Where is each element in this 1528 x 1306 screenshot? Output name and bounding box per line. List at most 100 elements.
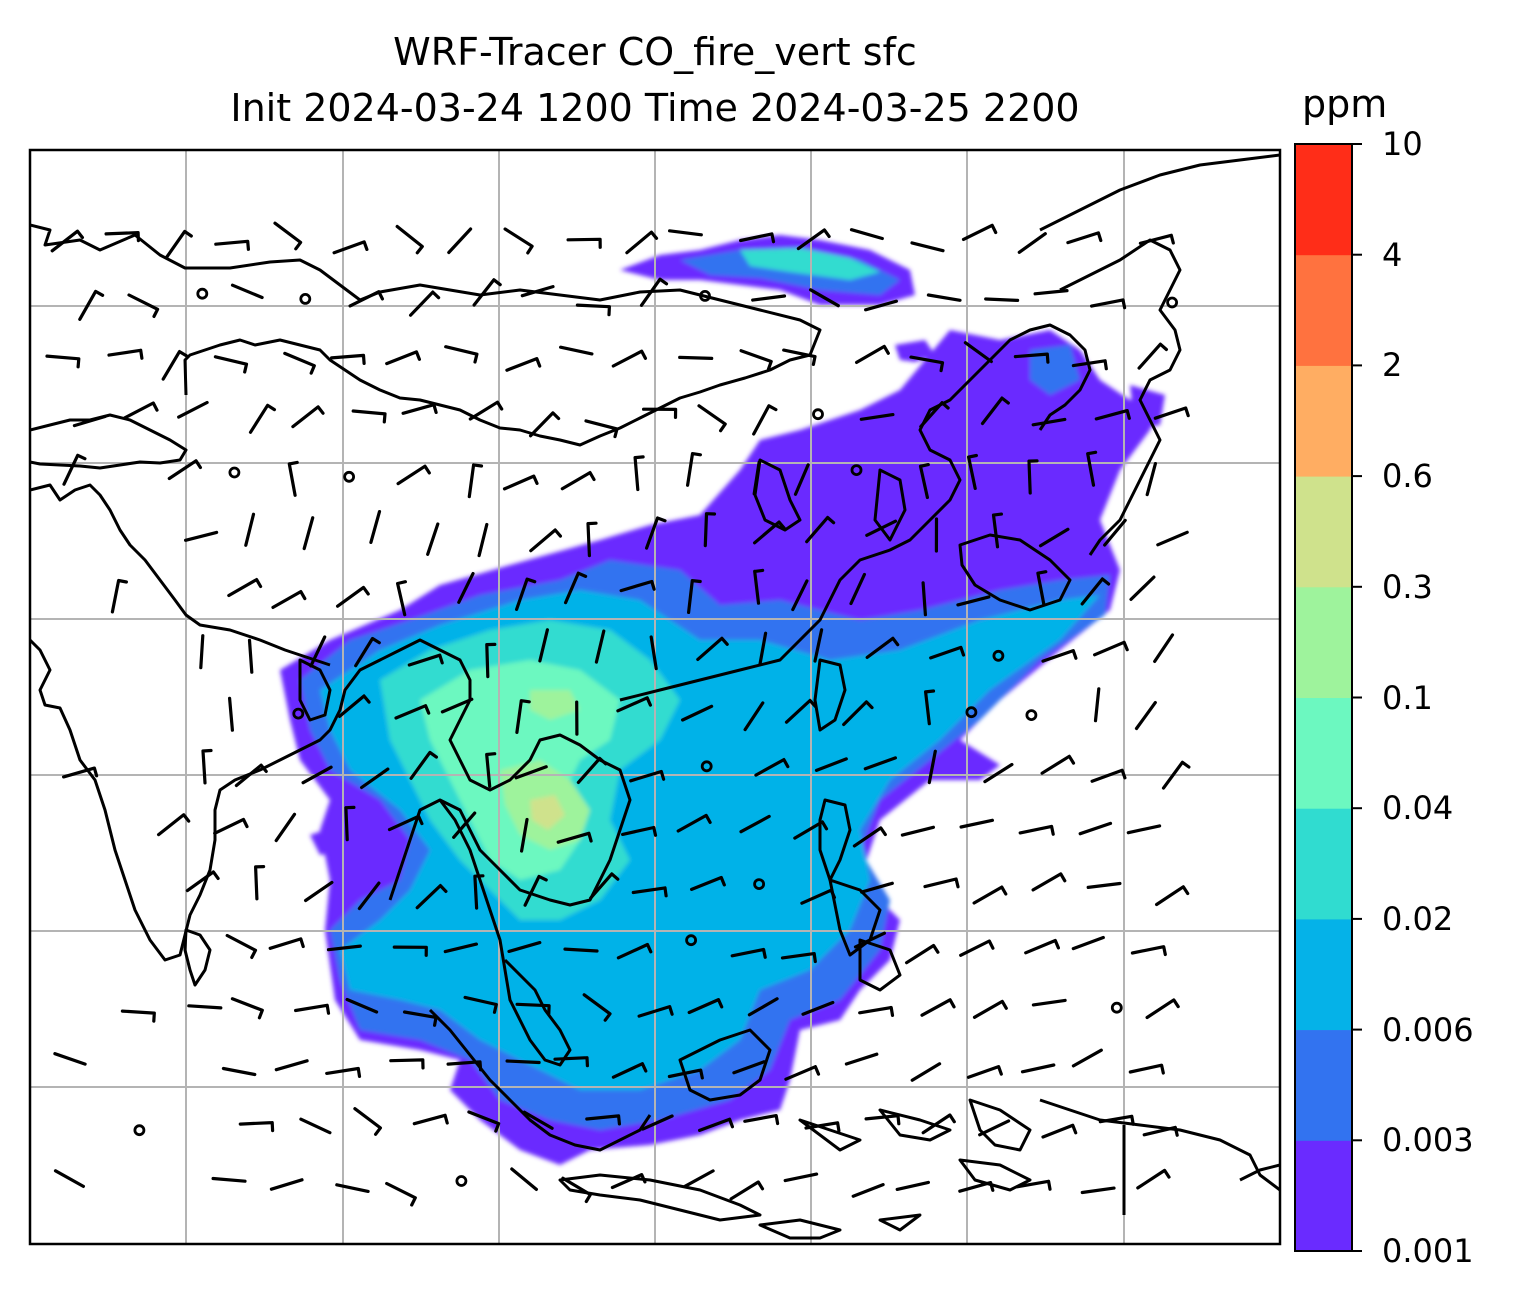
wind-barb [860,881,894,894]
wind-barb [440,697,474,714]
wind-barb [645,516,667,550]
wind-barb [1138,233,1175,245]
wind-barb [1041,1123,1078,1139]
wind-barb [467,463,484,499]
wind-barb [1020,1063,1056,1074]
wind-barb [844,1052,879,1066]
wind-barb [157,813,191,837]
wind-barb [919,401,950,429]
wind-barb [268,937,305,950]
wind-barb [1080,577,1111,606]
wind-barb [185,870,220,893]
wind-barb [1066,231,1103,245]
wind-barb [336,585,370,608]
wind-barb [758,631,768,667]
colorbar-segment [1295,1029,1352,1141]
calm-wind-marker [812,408,824,421]
wind-barb [389,1058,425,1070]
wind-barb [325,1066,362,1078]
wind-barb [918,463,930,500]
wind-barb [254,865,266,901]
wind-barb [401,403,438,415]
wind-barb [302,516,315,551]
wind-barb [793,820,829,840]
wind-barb [752,404,778,436]
calm-wind-marker [1166,296,1178,309]
wind-barb [739,814,771,834]
wind-barb [1071,935,1105,951]
wind-barb [800,888,836,905]
wind-barb [402,1010,438,1027]
wind-barb [1128,1063,1165,1075]
wind-barb [909,355,945,373]
wind-barb [394,704,431,720]
wind-barb [477,522,489,558]
wind-barb [351,409,387,424]
wind-barb [299,1117,332,1135]
wind-barb [1013,352,1050,364]
wind-barb [585,1114,621,1126]
calm-wind-marker [133,1124,146,1137]
colorbar-segment [1295,365,1352,477]
wind-barb [1136,1168,1171,1190]
wind-barb [291,405,325,429]
wind-barb [360,767,390,790]
wind-barb [283,351,316,375]
wind-barb [503,227,534,255]
wind-barb [107,348,144,360]
wind-barb [273,221,303,251]
wind-barb [1134,701,1157,731]
wind-barb [782,348,817,366]
wind-barb [667,1068,704,1080]
wind-barb [1145,462,1157,497]
wind-barb [1156,530,1189,547]
wind-barb [753,520,786,545]
wind-barb [387,814,424,832]
calm-wind-marker [753,878,765,890]
wind-barb [228,696,234,732]
wind-barb [502,474,539,491]
wind-barb [443,942,478,954]
wind-barb [747,997,779,1017]
wind-barb [563,947,599,953]
wind-barb [676,813,712,833]
wind-barb [1155,885,1190,907]
wind-barb [865,636,900,659]
wind-barb [45,354,81,369]
wind-barb [1078,821,1113,836]
calm-wind-marker [965,706,978,719]
wind-barb [900,825,935,837]
wind-barb [1024,938,1060,955]
wind-barb [556,831,593,844]
page-title-line-2: Init 2024-03-24 1200 Time 2024-03-25 220… [230,86,1080,130]
wind-barb [62,453,87,486]
wind-barb [729,1180,765,1201]
wind-barb [956,595,991,607]
wind-barb [753,568,765,605]
wind-barb [248,403,276,434]
wind-barb [1153,633,1175,663]
wind-barb [575,303,611,317]
calm-wind-marker [1110,1001,1123,1014]
wind-barb [1130,945,1167,957]
page-title-line-1: WRF-Tracer CO_fire_vert sfc [393,30,917,74]
wind-barb [447,227,473,255]
wind-barb [978,1119,1011,1137]
wind-barb [784,698,817,724]
wind-barb [335,1183,370,1193]
wind-barb [863,756,897,771]
wind-barb [796,228,831,251]
wind-barb [784,1065,821,1081]
wind-barb [905,943,940,965]
calm-wind-marker [699,289,711,302]
wind-barb [924,689,936,726]
wind-barb [187,1004,223,1010]
wind-barb [515,577,537,611]
wind-barb [923,877,960,889]
wind-barb [468,400,504,421]
wind-barb [161,350,188,381]
wind-barb [594,629,606,664]
wind-barb [167,459,202,481]
wind-barb [412,1113,449,1126]
wind-barb [407,653,444,667]
